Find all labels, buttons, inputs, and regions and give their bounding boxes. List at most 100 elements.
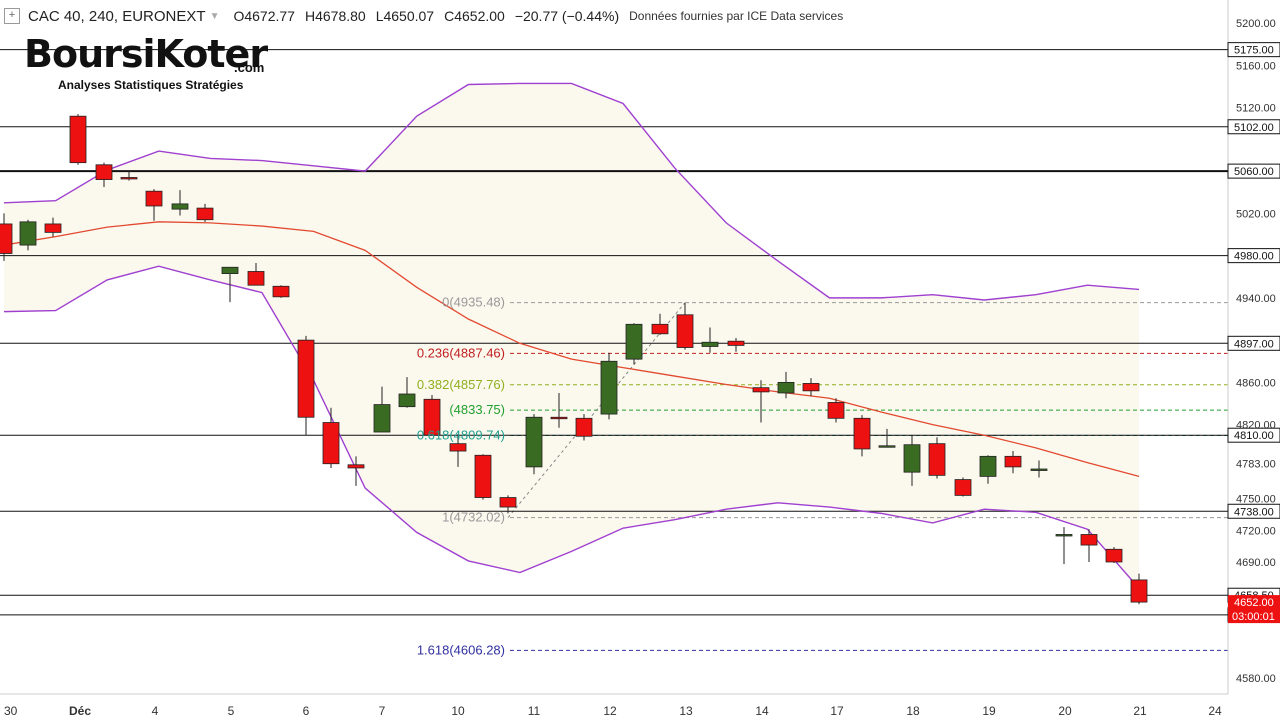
chevron-down-icon[interactable]: ▼ [209,10,220,22]
data-source-label: Données fournies par ICE Data services [629,9,844,23]
fib-label: 0(4935.48) [442,295,505,310]
candle-down [651,323,669,335]
level-price-label: 5175.00 [1234,45,1274,57]
level-price-tag [1227,119,1280,135]
last-price-label: 4652.00 [1234,597,1274,609]
candle-up [398,393,416,408]
candle-up [1030,468,1048,471]
time-tick-label: 10 [451,704,465,718]
high-value: H4678.80 [304,8,366,24]
low-value: L4650.07 [375,8,435,24]
candle-down [550,416,568,420]
upper-band-line [3,82,1140,301]
logo-suffix: .com [234,60,265,75]
candle-up [1055,534,1073,537]
level-price-tag [1227,248,1280,264]
price-tick-label: 4750.00 [1236,494,1276,506]
level-price-label: 4738.00 [1234,506,1274,518]
price-tick-label: 4580.00 [1236,673,1276,685]
candle-down [95,164,113,180]
fib-label: 1(4732.02) [442,510,505,525]
time-tick-label: 20 [1058,704,1072,718]
fib-label: 0.236(4887.46) [417,345,505,360]
change-value: −20.77 (−0.44%) [514,8,620,24]
boursikoter-logo: BoursiKoter .com Analyses Statistiques S… [24,30,274,120]
time-tick-label: 11 [528,704,541,718]
candle-up [979,455,997,477]
level-price-label: 4980.00 [1234,251,1274,263]
price-tick-label: 5120.00 [1236,103,1276,115]
time-tick-label: 30 [4,704,18,718]
candle-down [827,402,845,419]
time-tick-label: 18 [906,704,920,718]
time-tick-label: 6 [303,704,310,718]
candle-up [625,323,643,360]
price-tick-label: 4940.00 [1236,293,1276,305]
candle-down [120,177,138,180]
candle-down [449,443,467,452]
time-tick-label: 14 [755,704,769,718]
candle-down [272,285,290,298]
candle-up [903,444,921,473]
candle-down [1004,455,1022,468]
level-price-label: 4810.00 [1234,430,1274,442]
candle-up [373,404,391,433]
fib-label: 0.382(4857.76) [417,377,505,392]
time-tick-label: 17 [830,704,844,718]
candle-down [1080,534,1098,546]
fib-label: 0.618(4809.74) [417,427,505,442]
candle-down [575,417,593,437]
candle-down [44,223,62,233]
time-tick-label: Déc [69,704,91,718]
candle-up [600,360,618,415]
price-tick-label: 4860.00 [1236,377,1276,389]
close-value: C4652.00 [444,8,505,24]
logo-wordmark: BoursiKoter [24,32,268,76]
countdown-label: 03:00:01 [1232,611,1275,623]
time-tick-label: 21 [1133,704,1147,718]
candle-down [499,497,517,508]
candle-down [1105,548,1123,563]
symbol-label[interactable]: CAC 40, 240, EURONEXT [28,7,206,25]
open-value: O4672.77 [233,8,295,24]
candle-down [802,383,820,392]
fib-trendline [507,302,686,518]
time-tick-label: 7 [379,704,386,718]
candle-down [853,417,871,450]
expand-icon[interactable]: + [4,8,20,24]
fib-label: (4833.75) [449,402,505,417]
time-tick-label: 12 [603,704,617,718]
candle-down [297,339,315,418]
level-price-tag [1227,427,1280,443]
price-tick-label: 4690.00 [1236,557,1276,569]
candle-down [1130,579,1148,603]
candle-down [928,443,946,476]
candle-down [954,479,972,496]
level-price-label: 4897.00 [1234,338,1274,350]
candle-down [322,422,340,465]
time-tick-label: 24 [1208,704,1222,718]
logo-tagline: Analyses Statistiques Stratégies [58,78,244,92]
level-price-tag [1227,503,1280,519]
candle-up [171,203,189,210]
chart-header: + CAC 40, 240, EURONEXT ▼ O4672.77 H4678… [0,0,1228,32]
candle-down [423,398,441,436]
candle-up [221,266,239,274]
bollinger-fill [4,83,1139,589]
price-tick-label: 5160.00 [1236,60,1276,72]
level-price-tag [1227,335,1280,351]
moving-average-line [3,221,1140,478]
candle-up [19,221,37,246]
candle-down [145,190,163,207]
lower-band-line [3,265,1140,589]
candle-up [701,341,719,347]
last-price-tag [1228,595,1280,624]
candle-down [196,207,214,221]
time-tick-label: 4 [152,704,159,718]
time-tick-label: 5 [228,704,235,718]
fib-label: 1.618(4606.28) [417,642,505,657]
candle-up [878,445,896,448]
candle-down [752,387,770,393]
price-tick-label: 4783.00 [1236,459,1276,471]
